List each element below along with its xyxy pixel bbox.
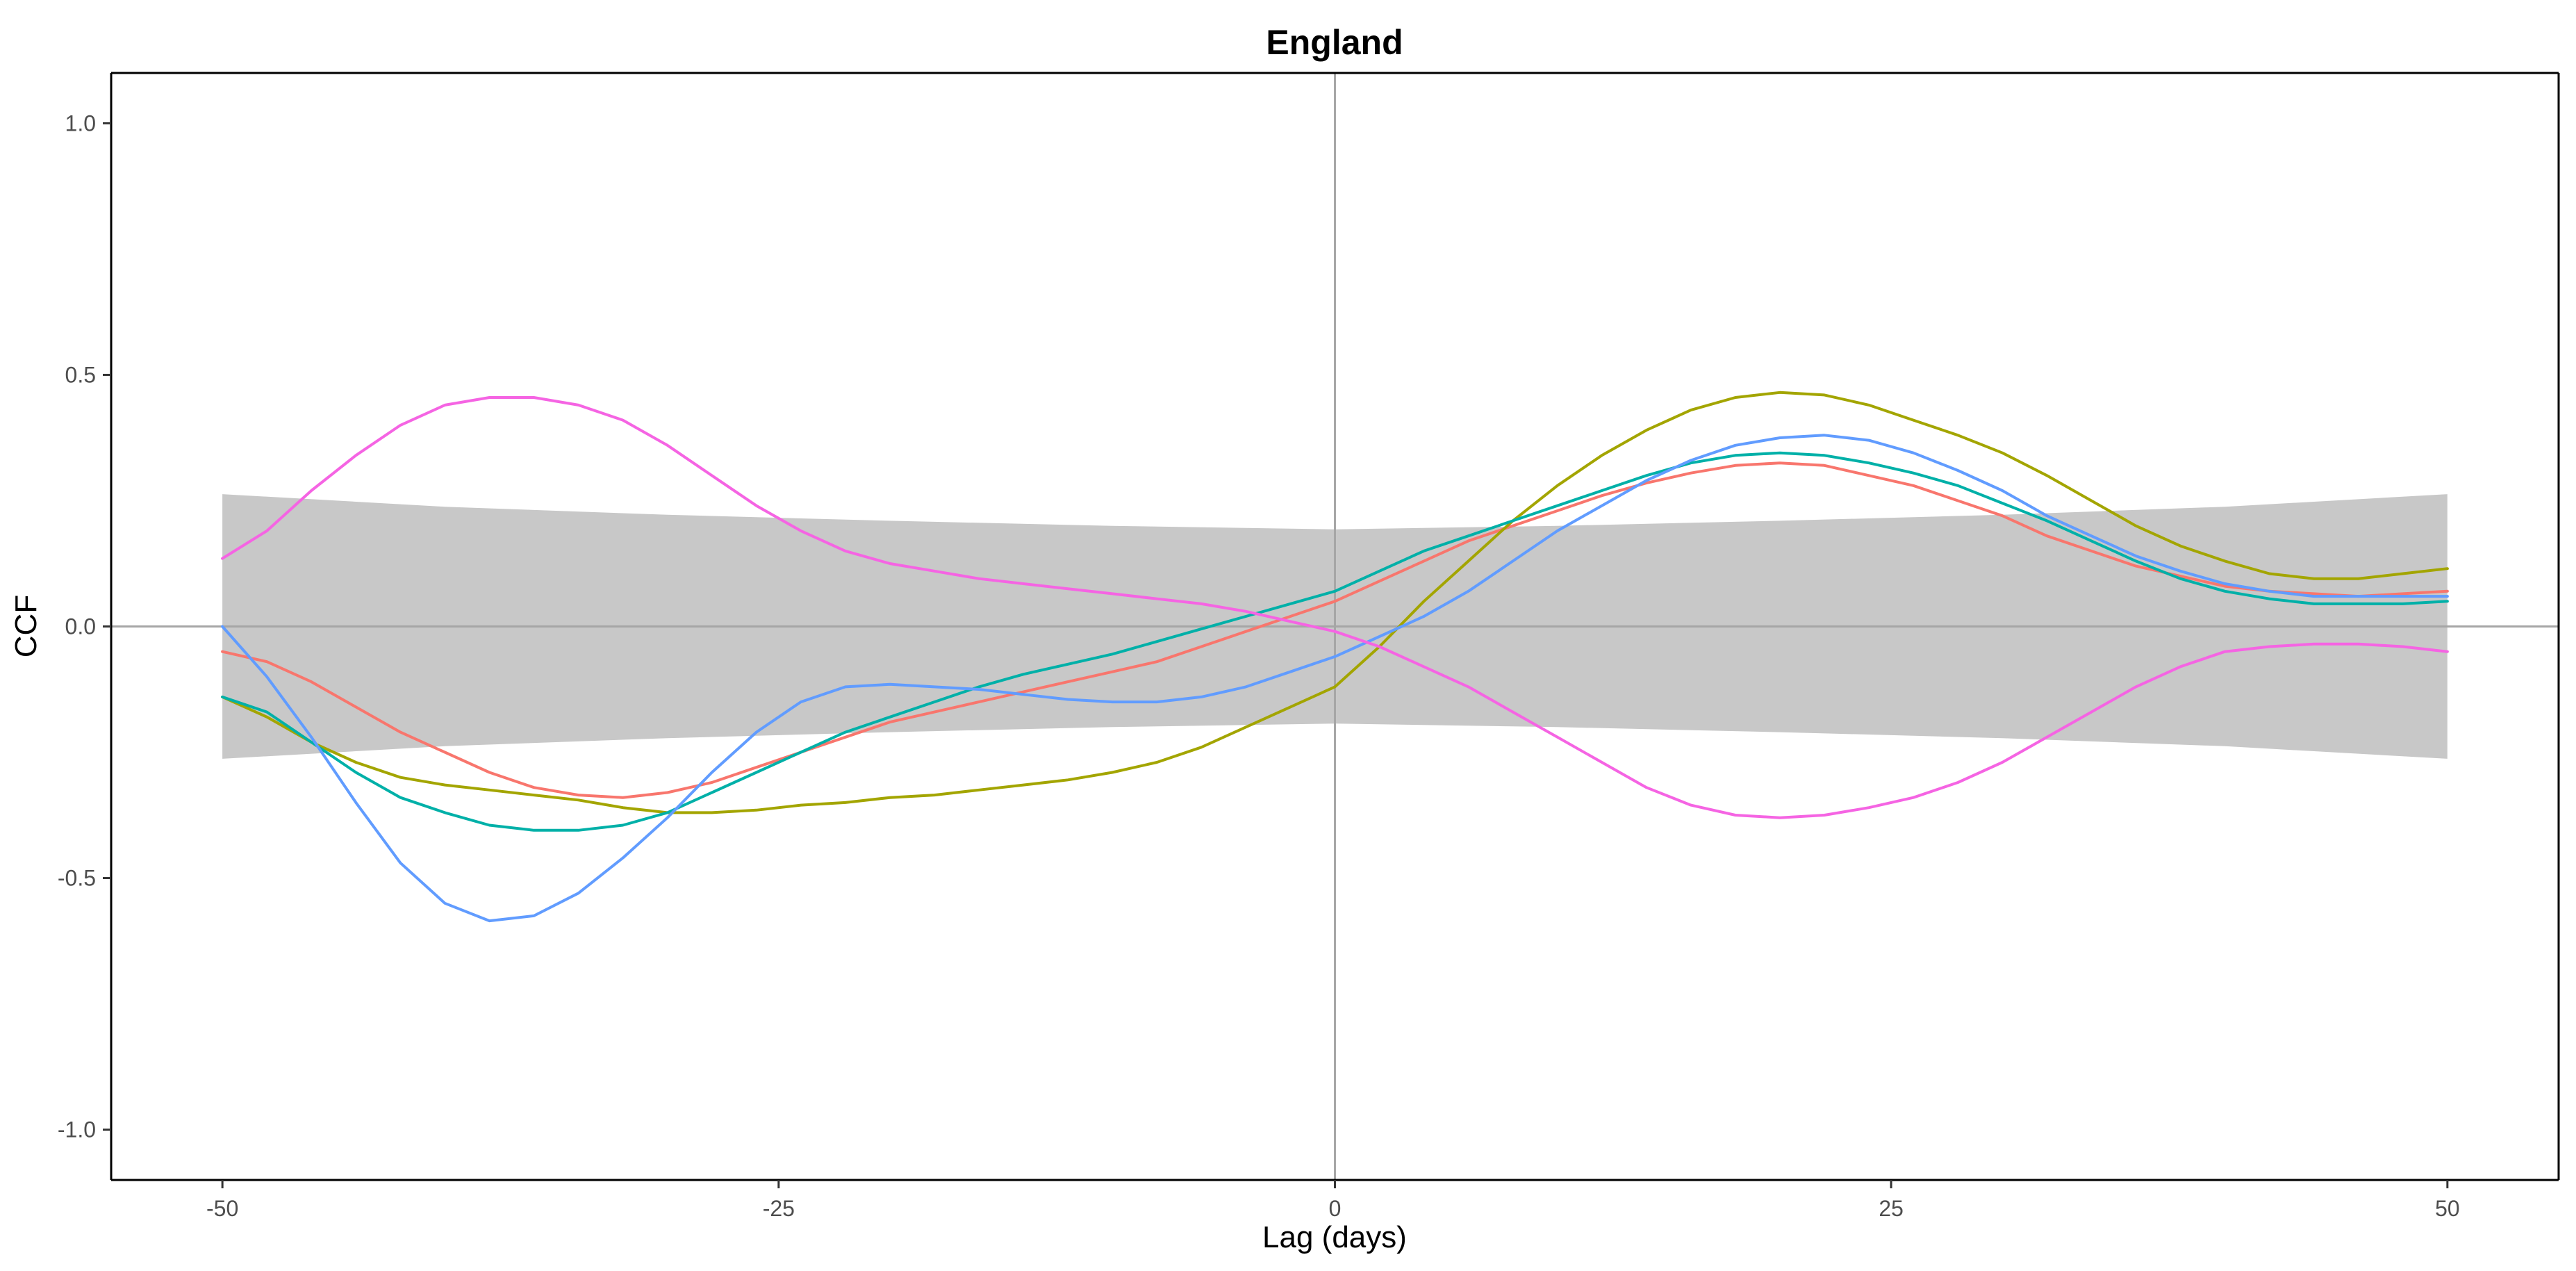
x-tick-label: -25 [763, 1196, 795, 1221]
x-tick-label: 25 [1879, 1196, 1904, 1221]
plot-area [111, 73, 2559, 1180]
y-axis-title: CCF [9, 595, 43, 657]
y-tick-label: -1.0 [58, 1117, 96, 1142]
x-axis-title: Lag (days) [1262, 1220, 1407, 1254]
x-tick-label: -50 [206, 1196, 238, 1221]
chart-title: England [1266, 23, 1403, 62]
series-line-1 [221, 461, 2449, 799]
series-line-5 [221, 396, 2449, 819]
series-line-4 [221, 434, 2449, 923]
y-tick-label: 0.0 [65, 614, 96, 639]
series-line-2 [221, 391, 2449, 814]
x-tick-label: 0 [1329, 1196, 1341, 1221]
y-tick-label: 1.0 [65, 110, 96, 136]
series-line-3 [221, 451, 2449, 832]
y-tick-label: -0.5 [58, 866, 96, 891]
x-tick-label: 50 [2435, 1196, 2460, 1221]
axes: -50 -25 0 25 50 -1.0 -0.5 0.0 0.5 1.0 [58, 72, 2560, 1221]
y-tick-label: 0.5 [65, 362, 96, 387]
